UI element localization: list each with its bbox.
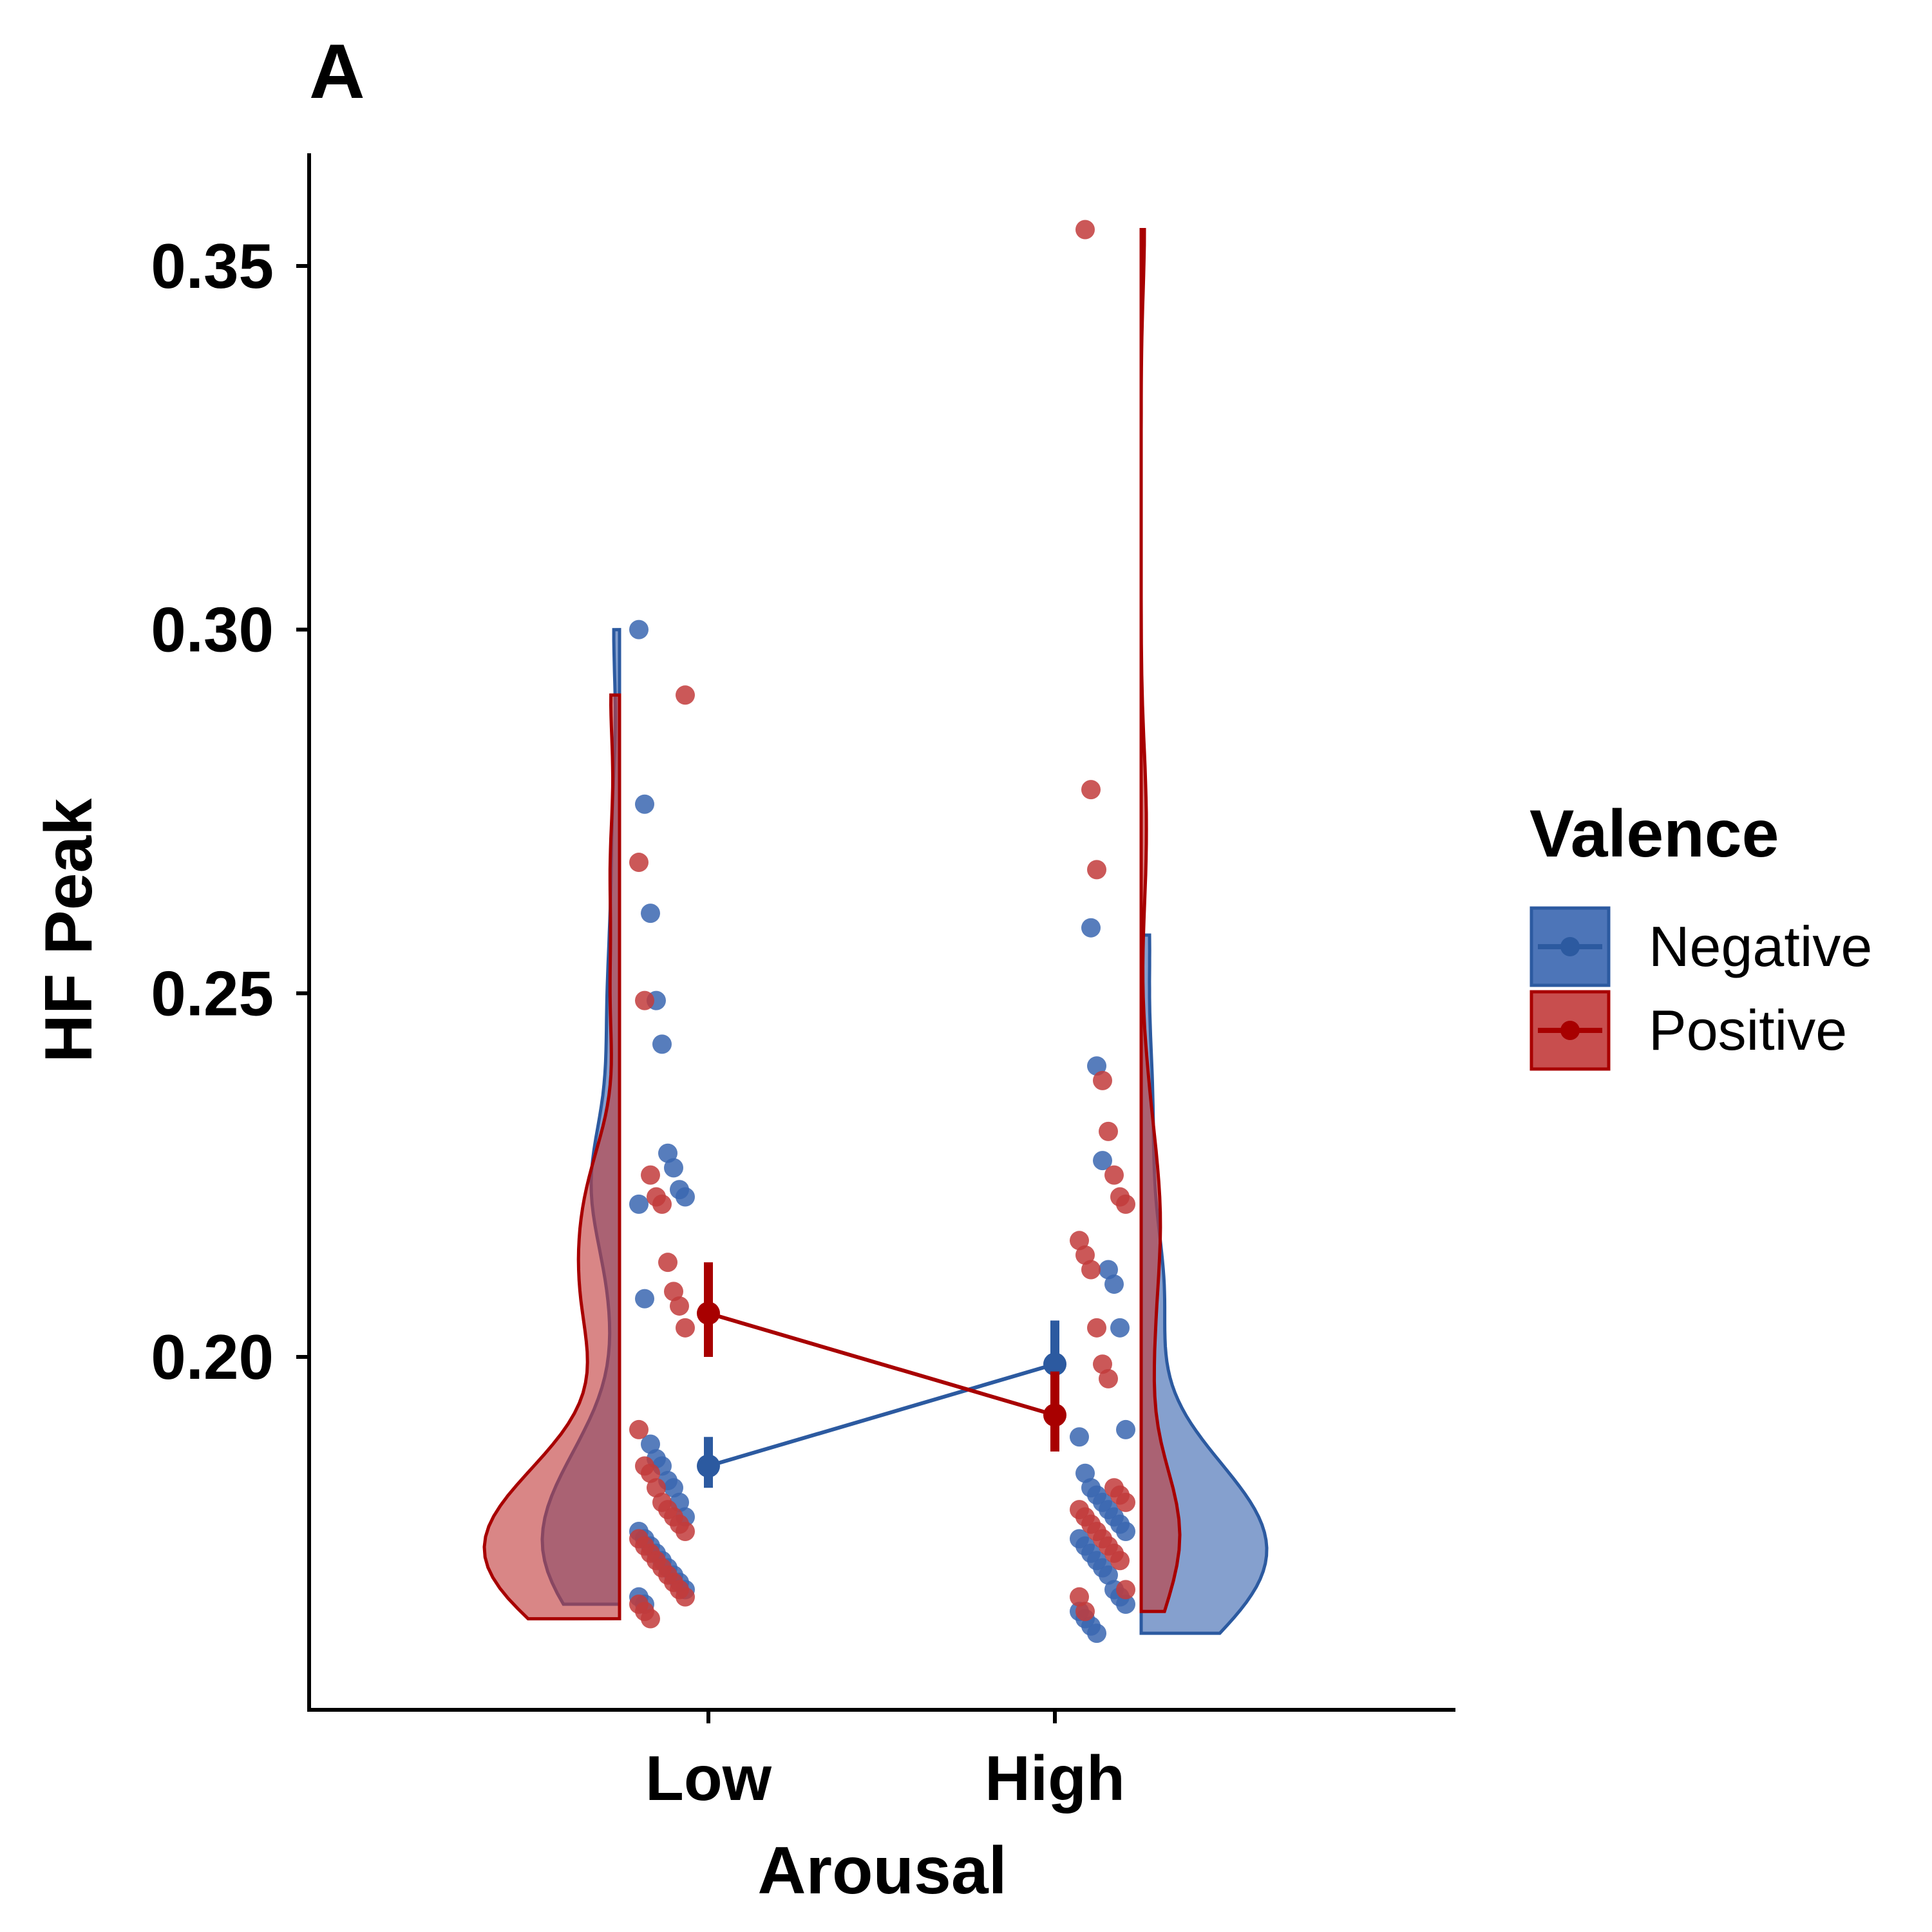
data-point-positive bbox=[1099, 1121, 1118, 1141]
data-point-negative bbox=[629, 620, 649, 639]
data-point-positive bbox=[664, 1282, 683, 1302]
x-tick-label: Low bbox=[645, 1743, 772, 1814]
data-point-positive bbox=[1070, 1587, 1089, 1607]
data-point-positive bbox=[641, 1463, 660, 1483]
x-axis-title: Arousal bbox=[757, 1833, 1007, 1908]
data-point-negative bbox=[1110, 1318, 1130, 1338]
data-point-positive bbox=[1104, 1165, 1124, 1185]
legend-label: Positive bbox=[1649, 998, 1847, 1062]
data-point-positive bbox=[676, 1522, 695, 1542]
data-point-positive bbox=[652, 1194, 672, 1214]
data-point-positive bbox=[647, 1478, 666, 1498]
panel-label: A bbox=[309, 28, 365, 115]
legend: Valence Negative Positive bbox=[1530, 797, 1872, 1071]
data-point-positive bbox=[676, 685, 695, 705]
data-point-negative bbox=[635, 794, 654, 814]
mean-point-positive bbox=[697, 1302, 720, 1325]
data-point-negative bbox=[1116, 1522, 1135, 1542]
y-axis-title: HF Peak bbox=[32, 799, 106, 1063]
data-point-negative bbox=[1116, 1594, 1135, 1614]
data-point-negative bbox=[1070, 1427, 1089, 1447]
data-point-positive bbox=[1116, 1194, 1135, 1214]
data-point-negative bbox=[1099, 1260, 1118, 1280]
density-cloud-positive-high bbox=[1139, 227, 1182, 1613]
y-axis: 0.20 0.25 0.30 0.35 bbox=[151, 231, 309, 1392]
data-point-positive bbox=[1081, 1260, 1101, 1280]
mean-point-negative bbox=[1043, 1352, 1066, 1376]
y-tick-label: 0.30 bbox=[151, 594, 274, 665]
data-point-negative bbox=[676, 1187, 695, 1207]
data-point-negative bbox=[1081, 918, 1101, 938]
data-point-positive bbox=[1093, 1070, 1112, 1090]
data-point-positive bbox=[1087, 860, 1106, 880]
legend-dot bbox=[1560, 937, 1580, 956]
plot-area bbox=[482, 220, 1269, 1643]
data-point-negative bbox=[652, 1034, 672, 1054]
mean-line-positive bbox=[708, 1311, 1056, 1417]
data-point-positive bbox=[1110, 1551, 1130, 1571]
data-point-positive bbox=[1075, 220, 1095, 240]
data-point-negative bbox=[664, 1478, 683, 1498]
data-point-positive bbox=[635, 990, 654, 1010]
data-point-positive bbox=[1116, 1492, 1135, 1512]
y-tick-label: 0.25 bbox=[151, 958, 274, 1028]
density-cloud-positive-low bbox=[482, 693, 621, 1621]
legend-label: Negative bbox=[1649, 914, 1872, 978]
data-point-negative bbox=[635, 1289, 654, 1309]
data-point-negative bbox=[641, 1434, 660, 1454]
data-point-negative bbox=[641, 904, 660, 923]
data-point-positive bbox=[670, 1296, 689, 1316]
mean-line-negative bbox=[708, 1362, 1056, 1468]
x-axis: Low High bbox=[645, 1710, 1125, 1814]
data-point-positive bbox=[1081, 780, 1101, 800]
x-tick-label: High bbox=[985, 1743, 1125, 1814]
data-point-positive bbox=[1087, 1318, 1106, 1338]
data-point-negative bbox=[1099, 1565, 1118, 1585]
data-point-negative bbox=[1075, 1463, 1095, 1483]
mean-point-positive bbox=[1043, 1403, 1066, 1427]
legend-title: Valence bbox=[1530, 797, 1779, 871]
y-tick-label: 0.20 bbox=[151, 1321, 274, 1392]
data-point-negative bbox=[1087, 1624, 1106, 1643]
data-point-negative bbox=[664, 1158, 683, 1178]
data-point-negative bbox=[1116, 1419, 1135, 1439]
data-point-positive bbox=[1099, 1368, 1118, 1388]
data-point-negative bbox=[658, 1143, 677, 1163]
data-point-positive bbox=[676, 1318, 695, 1338]
mean-point-negative bbox=[697, 1454, 720, 1478]
data-point-positive bbox=[676, 1587, 695, 1607]
data-point-negative bbox=[1104, 1274, 1124, 1294]
data-point-negative bbox=[1087, 1056, 1106, 1076]
data-point-negative bbox=[629, 1194, 649, 1214]
data-point-positive bbox=[1093, 1354, 1112, 1374]
data-point-positive bbox=[1116, 1580, 1135, 1600]
data-point-positive bbox=[1070, 1231, 1089, 1251]
data-point-positive bbox=[1075, 1602, 1095, 1622]
legend-item-negative: Negative bbox=[1530, 906, 1872, 987]
data-point-positive bbox=[629, 1419, 649, 1439]
data-point-positive bbox=[1075, 1245, 1095, 1265]
legend-item-positive: Positive bbox=[1530, 990, 1847, 1071]
data-point-positive bbox=[641, 1609, 660, 1629]
y-tick-label: 0.35 bbox=[151, 231, 274, 301]
legend-dot bbox=[1560, 1021, 1580, 1040]
data-point-positive bbox=[658, 1253, 677, 1273]
data-point-negative bbox=[1093, 1151, 1112, 1171]
data-point-positive bbox=[641, 1165, 660, 1185]
data-point-positive bbox=[629, 853, 649, 873]
density-cloud-negative-high bbox=[1139, 933, 1269, 1635]
